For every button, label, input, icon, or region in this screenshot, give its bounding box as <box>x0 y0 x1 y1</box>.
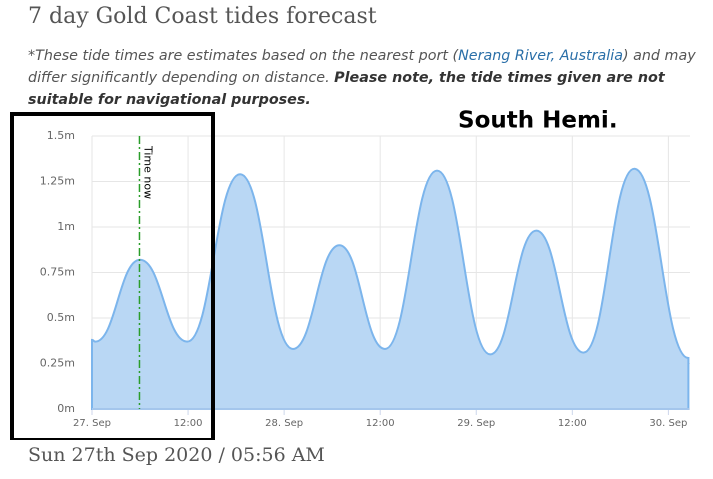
y-tick-label: 1m <box>57 220 75 233</box>
note-warning: Please note, the tide times given are no… <box>28 70 665 108</box>
y-tick-label: 1.5m <box>47 129 75 142</box>
y-tick-label: 0m <box>57 402 75 415</box>
note-text: ) and may differ significantly depending… <box>28 48 696 86</box>
x-tick-label: 12:00 <box>366 418 395 429</box>
y-tick-label: 0.5m <box>47 311 75 324</box>
x-tick-label: 28. Sep <box>265 418 303 429</box>
x-tick-label: 12:00 <box>558 418 587 429</box>
y-tick-label: 1.25m <box>40 175 75 188</box>
x-tick-label: 29. Sep <box>457 418 495 429</box>
port-link[interactable]: Nerang River, Australia <box>458 48 623 64</box>
disclaimer: *These tide times are estimates based on… <box>28 45 708 111</box>
chart: South Hemi. 0m 0.25m 0.5m 0.75m 1m 1.25m 1.5m 2… <box>10 108 690 440</box>
current-date: Sun 27th Sep 2020 / 05:56 AM <box>28 444 325 466</box>
time-now-label: Time now <box>141 145 154 199</box>
annotation: South Hemi. <box>458 108 618 134</box>
x-tick-label: 27. Sep <box>73 418 111 429</box>
y-tick-label: 0.25m <box>40 357 75 370</box>
highlight-box <box>10 112 215 440</box>
page-title: 7 day Gold Coast tides forecast <box>28 4 377 29</box>
x-tick-label: 30. Sep <box>649 418 687 429</box>
note-text: *These tide times are estimates based on… <box>28 48 459 64</box>
tide-area <box>91 167 690 410</box>
y-tick-label: 0.75m <box>40 266 75 279</box>
x-tick-label: 12:00 <box>174 418 203 429</box>
